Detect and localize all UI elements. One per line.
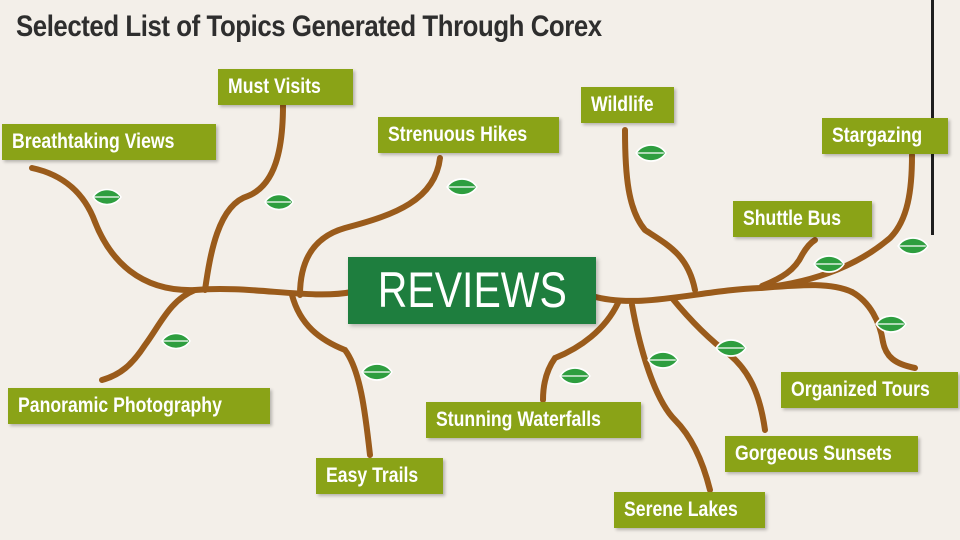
leaf-icon: [647, 351, 679, 369]
branch-left-trunk: [192, 285, 355, 298]
branch-gorgeous-sunsets: [669, 295, 768, 433]
leaf-icon: [875, 315, 907, 333]
topic-panoramic-photography: Panoramic Photography: [8, 388, 270, 424]
branch-panoramic-photography: [99, 287, 198, 383]
leaf-icon: [161, 332, 191, 350]
branch-serene-lakes: [629, 302, 713, 493]
leaf-icon: [635, 144, 667, 162]
topic-easy-trails: Easy Trails: [316, 458, 443, 494]
leaf-icon: [264, 193, 294, 211]
leaf-icon: [446, 178, 478, 196]
center-node-reviews: REVIEWS: [348, 257, 596, 324]
topic-shuttle-bus: Shuttle Bus: [733, 201, 872, 237]
topic-wildlife: Wildlife: [581, 87, 674, 123]
branch-stunning-waterfalls: [540, 300, 621, 403]
topic-stunning-waterfalls: Stunning Waterfalls: [426, 402, 641, 438]
branch-strenuous-hikes: [297, 155, 443, 298]
leaf-icon: [92, 188, 122, 206]
topic-strenuous-hikes: Strenuous Hikes: [378, 117, 559, 153]
topic-stargazing: Stargazing: [822, 118, 948, 154]
divider-line: [931, 0, 934, 235]
topic-breathtaking-views: Breathtaking Views: [2, 124, 216, 160]
branch-wildlife: [622, 127, 698, 293]
branch-organized-tours: [849, 289, 918, 371]
branch-stargazing: [757, 152, 915, 291]
leaf-icon: [361, 363, 393, 381]
topic-must-visits: Must Visits: [218, 69, 353, 105]
leaf-icon: [559, 367, 591, 385]
leaf-icon: [715, 339, 747, 357]
branch-breathtaking-views: [29, 165, 198, 294]
topic-gorgeous-sunsets: Gorgeous Sunsets: [725, 436, 918, 472]
topic-serene-lakes: Serene Lakes: [614, 492, 765, 528]
branch-right-trunk: [589, 282, 855, 304]
branch-easy-trails: [289, 292, 373, 458]
topic-organized-tours: Organized Tours: [781, 372, 958, 408]
branch-shuttle-bus: [759, 237, 818, 289]
leaf-icon: [897, 237, 929, 255]
leaf-icon: [813, 255, 845, 273]
branch-must-visits: [202, 102, 286, 293]
page-title: Selected List of Topics Generated Throug…: [16, 10, 602, 43]
